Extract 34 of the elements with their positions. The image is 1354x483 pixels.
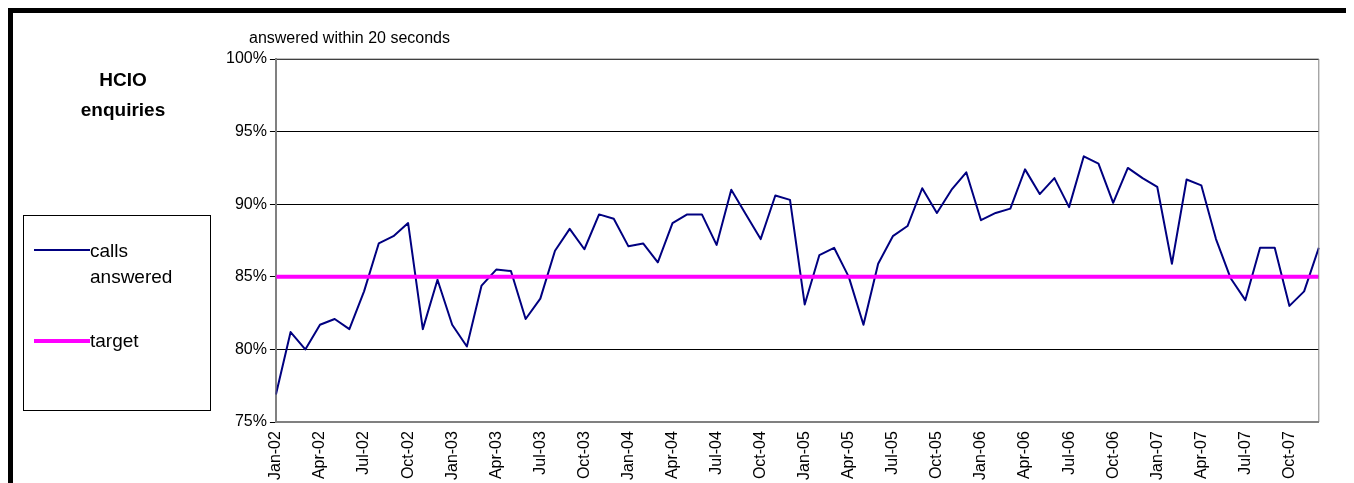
- y-axis-title: answered within 20 seconds: [249, 29, 451, 47]
- y-tick-label: 90%: [234, 194, 267, 212]
- x-tick-label: Oct-05: [927, 430, 945, 480]
- x-tick-label: Jan-06: [971, 430, 989, 480]
- x-tick-label: Jan-03: [442, 430, 460, 480]
- legend-label: calls answered: [90, 239, 174, 289]
- x-tick-label: Jan-07: [1147, 430, 1165, 480]
- x-tick-label: Oct-06: [1103, 430, 1121, 480]
- x-tick-label: Jul-06: [1059, 430, 1077, 475]
- y-tick-label: 80%: [234, 339, 267, 357]
- x-tick-label: Apr-06: [1015, 430, 1033, 480]
- x-tick-label: Jan-05: [795, 430, 813, 480]
- y-tick-label: 75%: [234, 412, 267, 430]
- x-tick-label: Apr-02: [310, 430, 328, 480]
- x-tick-label: Apr-04: [662, 430, 680, 480]
- x-tick-label: Apr-03: [486, 430, 504, 480]
- x-tick-label: Jul-03: [530, 430, 548, 475]
- x-tick-label: Jul-07: [1235, 430, 1253, 475]
- x-tick-label: Oct-03: [574, 430, 592, 480]
- legend-label: target: [90, 329, 140, 353]
- x-tick-label: Jan-04: [618, 430, 636, 480]
- x-tick-label: Jul-05: [883, 430, 901, 475]
- x-tick-label: Oct-02: [398, 430, 416, 480]
- x-tick-label: Jul-02: [354, 430, 372, 475]
- x-tick-label: Apr-07: [1191, 430, 1209, 480]
- text: HCIO enquiries: [79, 68, 167, 122]
- x-tick-label: Oct-04: [751, 430, 769, 480]
- x-tick-label: Jul-04: [706, 430, 724, 475]
- x-tick-label: Oct-07: [1279, 430, 1297, 480]
- y-tick-label: 95%: [234, 122, 267, 140]
- y-tick-label: 100%: [226, 49, 267, 67]
- x-tick-label: Jan-02: [266, 430, 284, 480]
- y-tick-label: 85%: [234, 267, 267, 285]
- x-tick-label: Apr-05: [839, 430, 857, 480]
